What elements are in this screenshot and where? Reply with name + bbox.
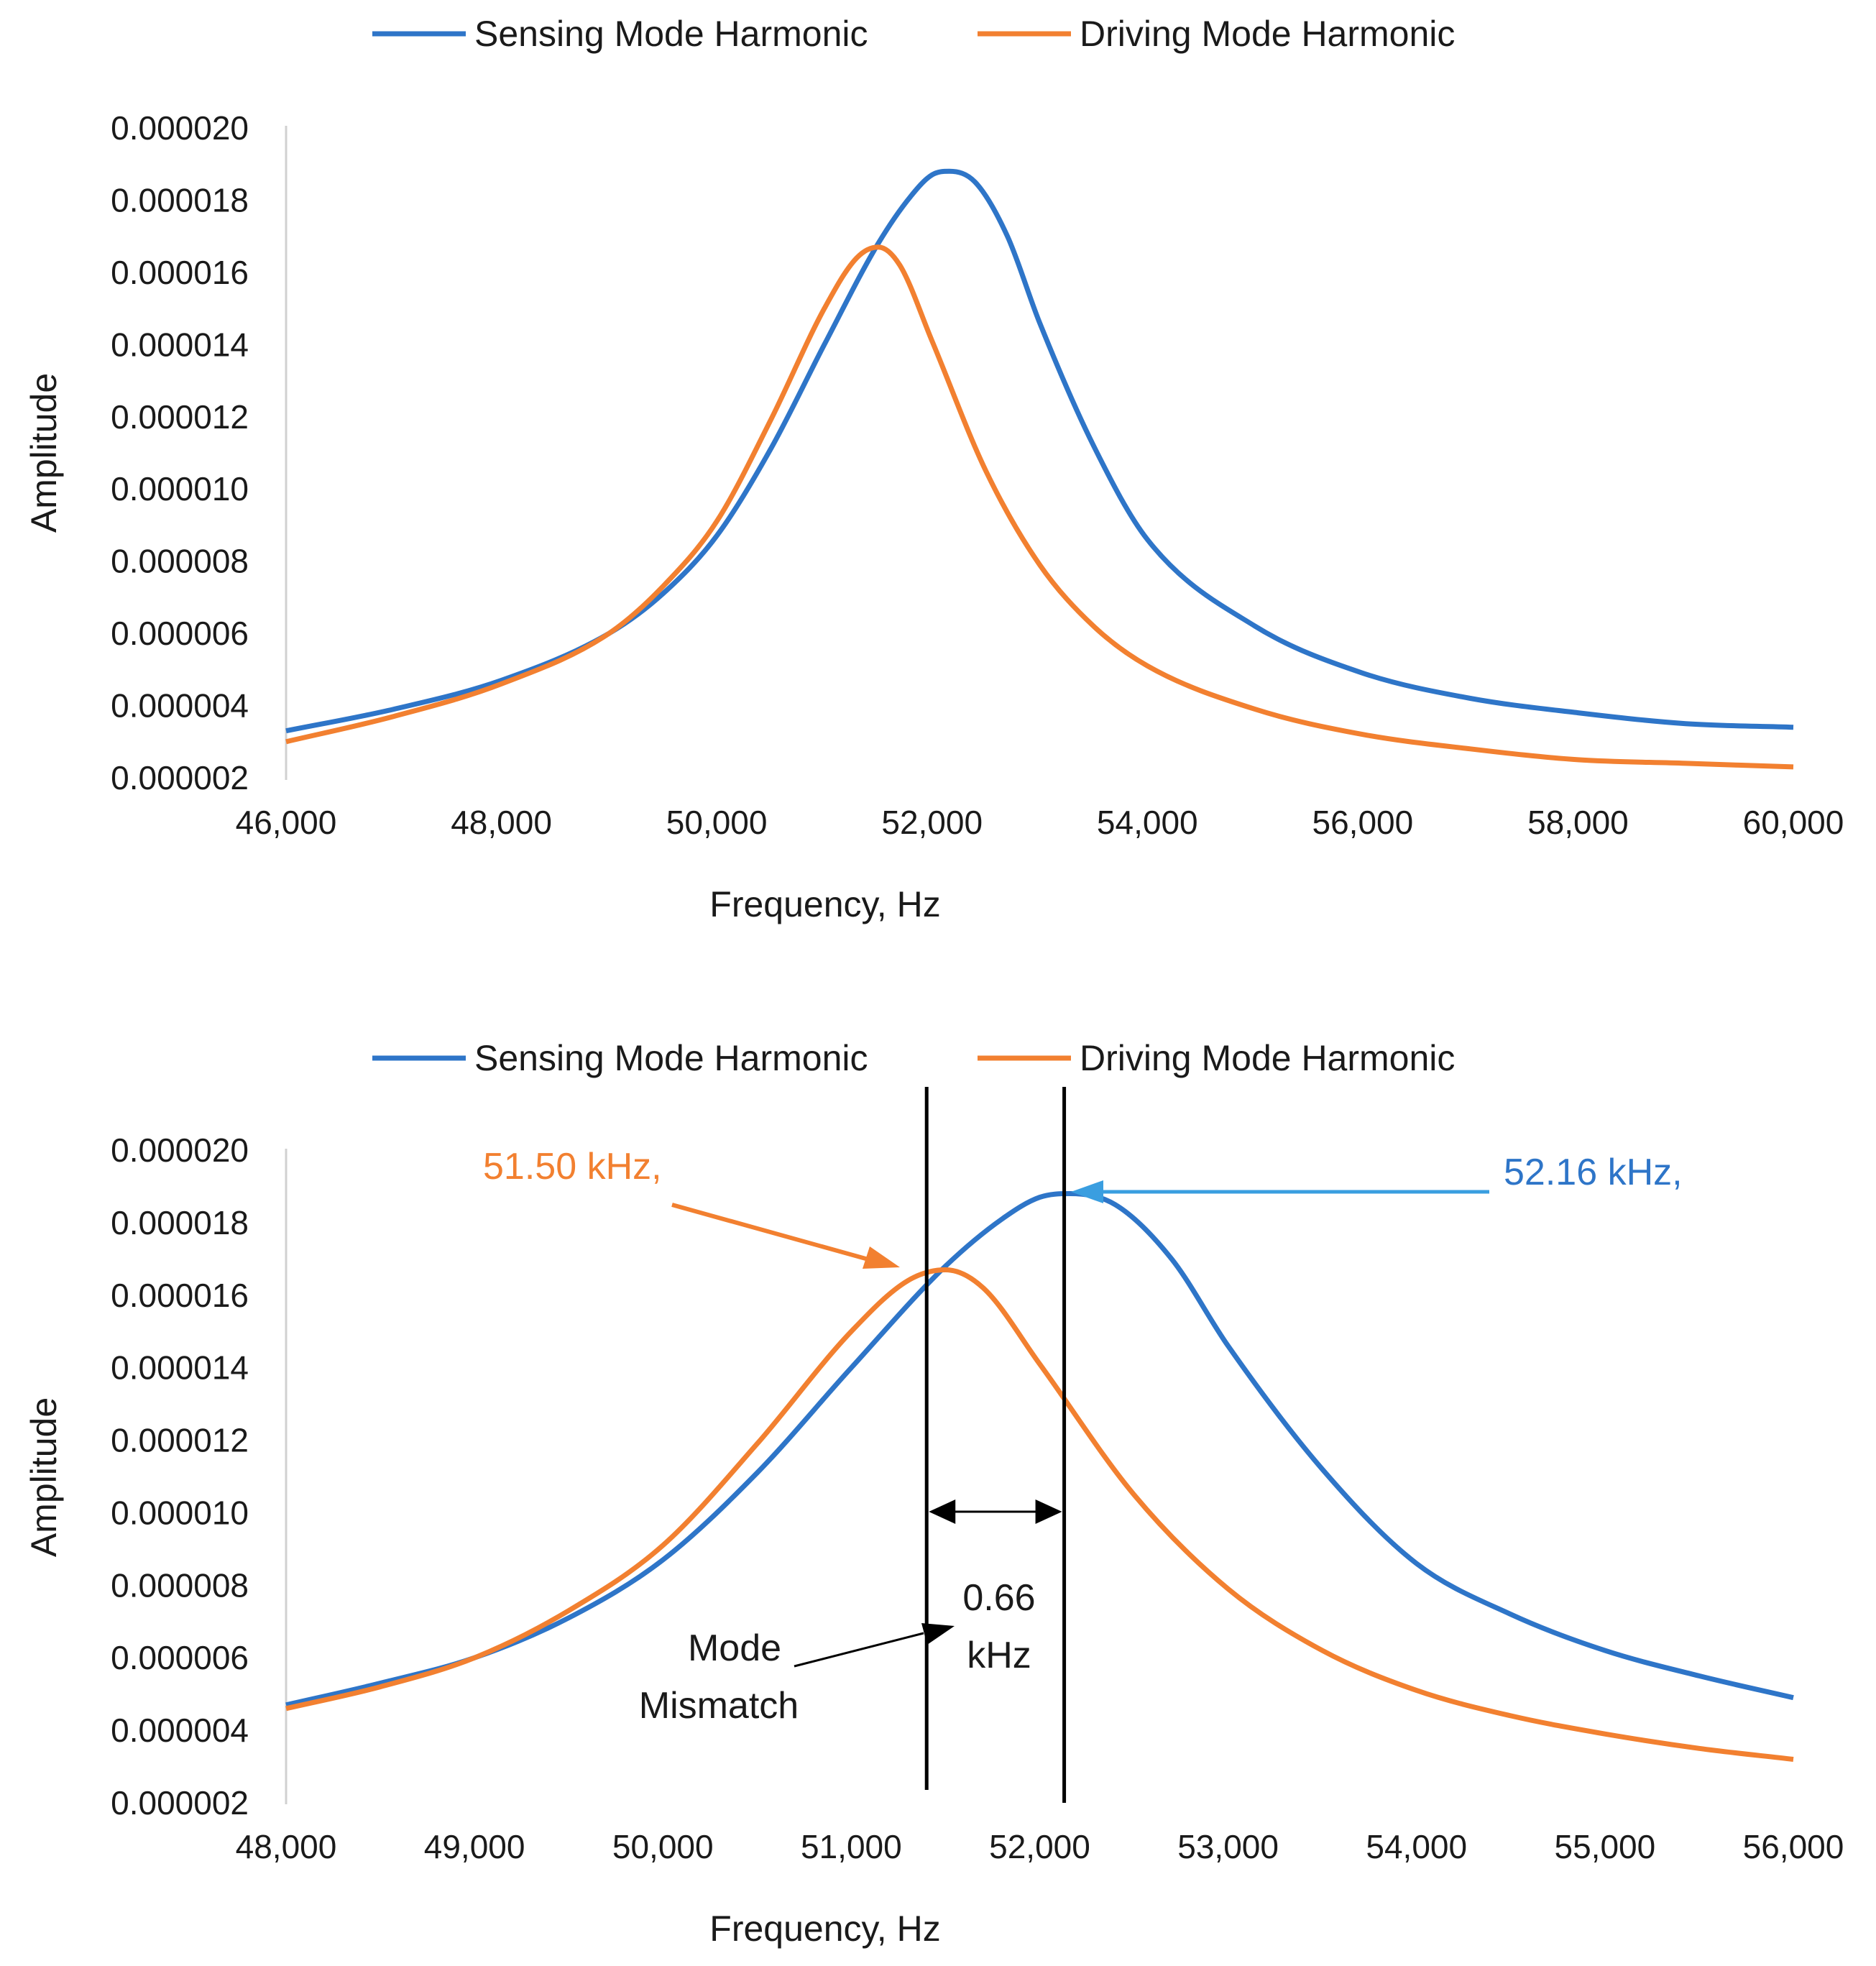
x-tick-label: 55,000 [1555,1828,1656,1865]
x-axis-title: Frequency, Hz [709,884,940,924]
y-tick-label: 0.000002 [111,1784,249,1822]
mismatch-pointer-arrowhead [921,1623,955,1645]
x-tick-label: 50,000 [666,804,768,841]
series-line-sensing [285,1191,1794,1708]
y-tick-label: 0.000010 [111,470,249,507]
driving-peak-arrowhead [863,1246,900,1269]
y-tick-label: 0.000020 [111,109,249,147]
gap-unit-label: kHz [967,1635,1031,1676]
gap-value-label: 0.66 [962,1577,1035,1619]
y-tick-label: 0.000002 [111,759,249,796]
x-tick-label: 48,000 [236,1828,337,1865]
x-tick-label: 54,000 [1366,1828,1467,1865]
x-tick-labels: 48,000 49,000 50,000 51,000 52,000 53,000 54,0… [236,1828,1844,1865]
y-tick-label: 0.000018 [111,181,249,219]
sensing-peak-label: 52.16 kHz, [1504,1152,1683,1193]
x-tick-label: 53,000 [1177,1828,1279,1865]
x-tick-label: 49,000 [424,1828,525,1865]
legend-label-driving: Driving Mode Harmonic [1080,14,1455,54]
y-axis-title: Amplitude [24,373,64,533]
x-tick-label: 51,000 [801,1828,902,1865]
x-tick-label: 56,000 [1312,804,1414,841]
y-tick-labels: 0.000002 0.000004 0.000006 0.000008 0.000010… [111,1131,249,1822]
x-tick-labels: 46,000 48,000 50,000 52,000 54,000 56,000 58,0… [236,804,1844,841]
y-tick-labels: 0.000002 0.000004 0.000006 0.000008 0.000010… [111,109,249,796]
x-tick-label: 56,000 [1743,1828,1844,1865]
mismatch-double-arrow [929,1499,1062,1524]
legend-label-sensing: Sensing Mode Harmonic [474,14,868,54]
series-line-sensing [285,168,1794,734]
y-tick-label: 0.000008 [111,543,249,580]
mismatch-pointer-arrow [794,1632,924,1668]
y-tick-label: 0.000012 [111,398,249,436]
y-tick-label: 0.000018 [111,1204,249,1241]
sensing-peak-arrowhead [1071,1180,1103,1203]
y-tick-label: 0.000012 [111,1422,249,1459]
y-tick-label: 0.000008 [111,1566,249,1604]
chart-bottom: Sensing Mode Harmonic Driving Mode Harmo… [24,1038,1844,1949]
y-tick-label: 0.000016 [111,1277,249,1314]
y-tick-label: 0.000014 [111,1349,249,1387]
mismatch-label-line2: Mismatch [639,1685,799,1727]
x-tick-label: 48,000 [451,804,552,841]
legend: Sensing Mode Harmonic Driving Mode Harmo… [372,1038,1455,1078]
y-tick-label: 0.000004 [111,1712,249,1749]
x-tick-label: 52,000 [989,1828,1090,1865]
y-tick-label: 0.000006 [111,615,249,652]
driving-peak-arrow [671,1203,869,1262]
y-axis-title: Amplitude [24,1397,64,1557]
mismatch-label-line1: Mode [688,1627,781,1669]
x-tick-label: 58,000 [1527,804,1629,841]
y-tick-label: 0.000004 [111,687,249,725]
y-tick-label: 0.000020 [111,1131,249,1169]
x-tick-label: 60,000 [1743,804,1844,841]
series-line-driving [285,1267,1794,1762]
y-tick-label: 0.000016 [111,254,249,291]
y-tick-label: 0.000010 [111,1494,249,1531]
x-axis-title: Frequency, Hz [709,1908,940,1949]
x-tick-label: 50,000 [612,1828,714,1865]
legend-label-sensing: Sensing Mode Harmonic [474,1038,868,1078]
legend: Sensing Mode Harmonic Driving Mode Harmo… [372,14,1455,54]
driving-peak-label: 51.50 kHz, [483,1146,662,1188]
x-tick-label: 46,000 [236,804,337,841]
y-tick-label: 0.000014 [111,326,249,363]
x-tick-label: 54,000 [1097,804,1198,841]
series-line-driving [285,244,1794,770]
x-tick-label: 52,000 [881,804,983,841]
y-tick-label: 0.000006 [111,1639,249,1676]
chart-top: Sensing Mode Harmonic Driving Mode Harmo… [24,14,1844,924]
legend-label-driving: Driving Mode Harmonic [1080,1038,1455,1078]
